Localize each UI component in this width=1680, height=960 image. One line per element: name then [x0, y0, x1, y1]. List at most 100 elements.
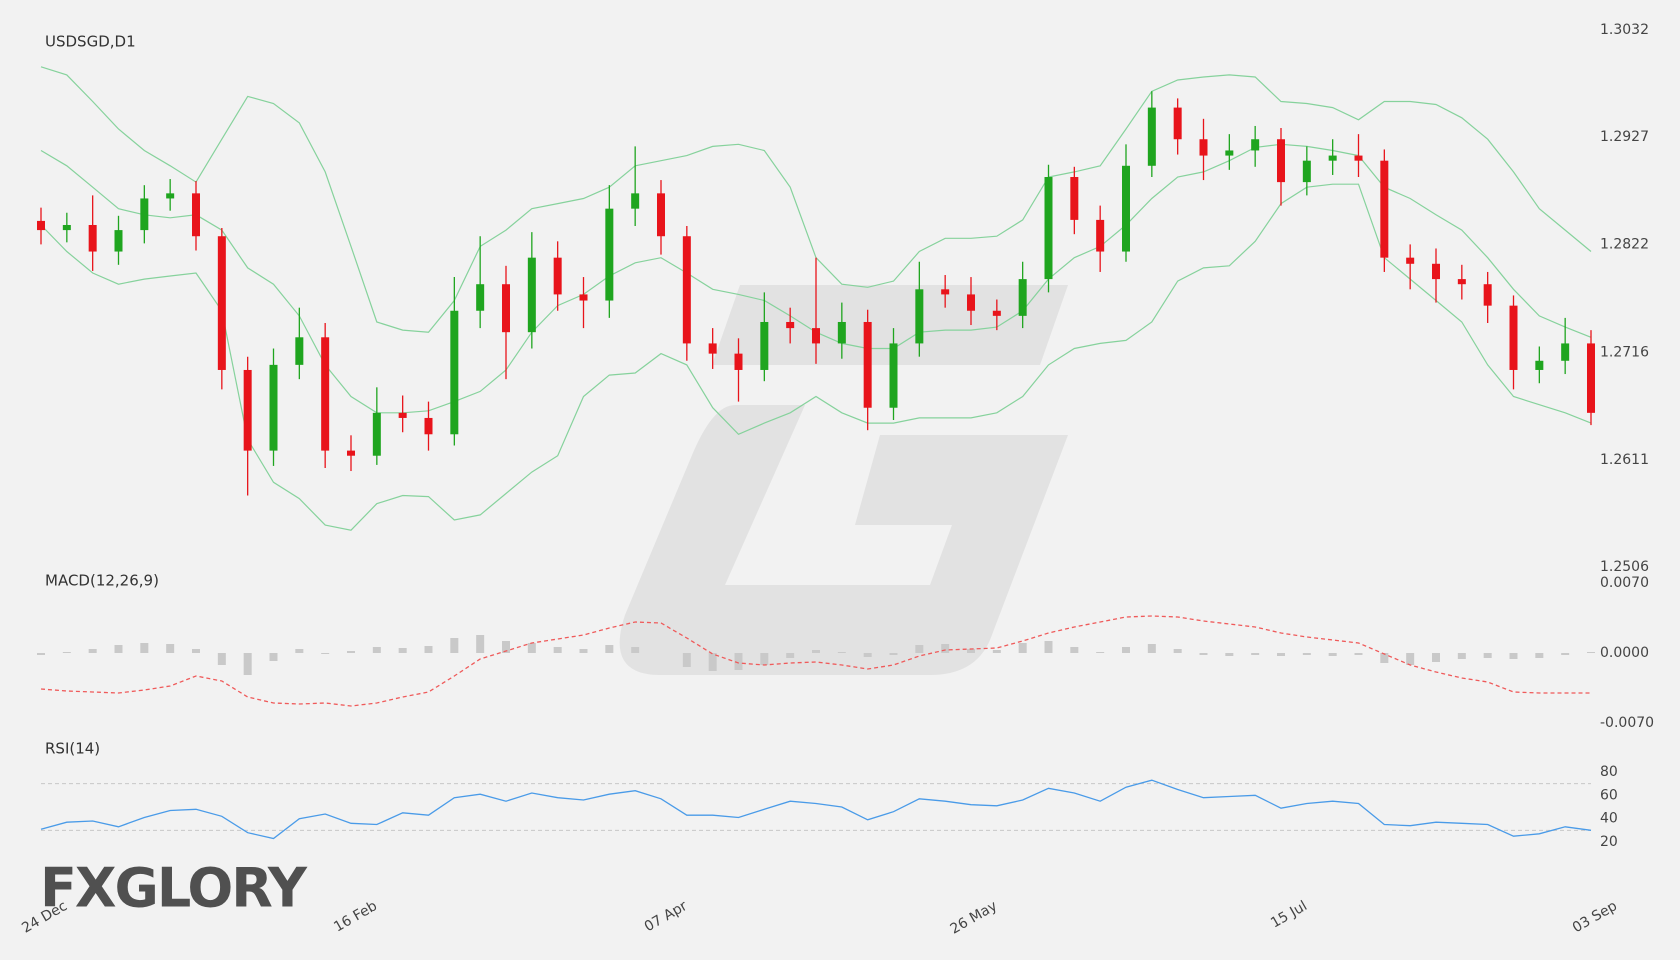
y-tick-label: 20 — [1600, 834, 1618, 850]
candle-body — [605, 208, 614, 301]
macd-bar — [476, 635, 485, 653]
x-tick-label: 15 Jul — [1268, 898, 1310, 931]
macd-bar — [1147, 644, 1156, 653]
candle-body — [450, 310, 459, 435]
candle-body — [915, 289, 924, 344]
candle-body — [1173, 107, 1182, 140]
y-tick-label: 60 — [1600, 787, 1618, 803]
macd-bar — [1173, 649, 1182, 653]
candle-body — [579, 294, 588, 301]
macd-bar — [1096, 652, 1105, 653]
candle-body — [1147, 107, 1156, 166]
macd-bar — [527, 643, 536, 653]
candle-body — [321, 337, 330, 451]
macd-bar — [1535, 653, 1544, 658]
candle-body — [1199, 139, 1208, 156]
candle-body — [502, 284, 510, 333]
panel-title: MACD(12,26,9) — [45, 572, 159, 590]
macd-bar — [1018, 643, 1027, 653]
macd-bar — [192, 649, 200, 653]
macd-bar — [372, 647, 381, 653]
candle-body — [114, 230, 123, 252]
candle-body — [88, 224, 97, 252]
macd-bar — [1328, 653, 1337, 656]
macd-bar — [1225, 653, 1234, 656]
candle-body — [812, 328, 820, 344]
candle-body — [708, 343, 717, 354]
watermark-shape — [619, 405, 1068, 675]
macd-bar — [1122, 647, 1130, 653]
macd-bar — [295, 649, 304, 653]
x-tick-label: 26 May — [948, 898, 1000, 937]
rsi-line — [40, 779, 1592, 840]
candle-body — [1509, 305, 1518, 370]
candle-body — [553, 257, 562, 295]
candle-body — [631, 193, 640, 209]
candle-body — [1251, 139, 1260, 151]
y-tick-label: 1.2611 — [1600, 452, 1649, 468]
candle-body — [992, 310, 1001, 316]
candle-body — [347, 450, 355, 456]
macd-bar — [398, 648, 407, 653]
candle-body — [1070, 177, 1079, 220]
y-tick-label: 1.2506 — [1600, 559, 1649, 575]
macd-bar — [631, 647, 640, 653]
macd-bar — [1070, 647, 1079, 653]
candle-body — [1328, 155, 1337, 161]
macd-bar — [1509, 653, 1518, 659]
candle-body — [217, 236, 226, 370]
candle-body — [37, 220, 45, 231]
macd-bar — [734, 653, 743, 670]
macd-bar — [321, 653, 330, 654]
x-tick-label: 16 Feb — [331, 898, 380, 935]
candle-body — [760, 321, 769, 370]
candle-body — [1018, 279, 1027, 316]
candle-body — [1432, 263, 1440, 280]
candle-body — [786, 321, 795, 329]
macd-bar — [682, 653, 691, 667]
macd-bar — [1380, 653, 1389, 663]
candle-body — [682, 236, 691, 344]
candle-body — [62, 224, 71, 231]
y-tick-label: 1.2716 — [1600, 345, 1649, 361]
candle-body — [476, 284, 485, 311]
macd-bar — [812, 650, 820, 653]
macd-bar — [786, 653, 795, 658]
candle-body — [295, 337, 304, 365]
macd-bar — [1457, 653, 1466, 659]
macd-bar — [502, 641, 510, 653]
macd-bar — [217, 653, 226, 665]
y-tick-label: 40 — [1600, 811, 1618, 827]
signal-line — [40, 615, 1591, 707]
macd-bar — [243, 653, 252, 675]
logo: FXGLORY — [40, 857, 308, 920]
macd-bar — [347, 651, 355, 653]
watermark-shape — [712, 285, 1068, 365]
macd-bar — [967, 649, 975, 653]
candle-body — [269, 364, 278, 451]
candle-body — [1457, 279, 1466, 285]
watermark — [619, 285, 1068, 675]
candle-body — [889, 343, 898, 408]
candle-body — [837, 321, 846, 344]
macd-bar — [605, 645, 614, 653]
macd-bar — [1277, 653, 1285, 656]
macd-bar — [88, 649, 97, 653]
macd-bar — [915, 645, 924, 653]
candle-body — [424, 417, 433, 435]
candle-body — [941, 289, 950, 295]
macd-bar — [1406, 653, 1415, 665]
y-tick-label: 80 — [1600, 764, 1618, 780]
candle-body — [657, 193, 665, 237]
candle-body — [1302, 160, 1311, 183]
candle-body — [1483, 284, 1492, 306]
candle-body — [1044, 177, 1053, 280]
candle-body — [372, 412, 381, 456]
macd-bar — [450, 638, 459, 653]
candle-body — [166, 193, 175, 199]
candle-body — [1354, 155, 1363, 161]
candle-body — [967, 294, 975, 311]
candle-body — [1406, 257, 1415, 264]
